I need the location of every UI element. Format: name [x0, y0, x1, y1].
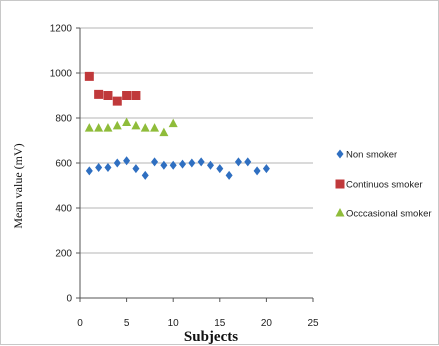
x-axis-title: Subjects [184, 329, 238, 345]
triangle-point-series2-0 [85, 123, 94, 132]
square-point-series1-0 [85, 72, 94, 81]
y-tick-label: 1200 [50, 24, 73, 35]
gridlines [80, 28, 313, 253]
legend-marker-triangle [336, 208, 345, 217]
triangle-point-series2-6 [141, 123, 150, 132]
y-tick-label: 0 [66, 294, 72, 305]
y-tick-label: 400 [55, 204, 72, 215]
diamond-point-series0-9 [170, 161, 177, 170]
diamond-point-series0-4 [123, 156, 130, 165]
triangle-point-series2-7 [150, 123, 159, 132]
diamond-point-series0-15 [226, 171, 233, 180]
y-axis-title: Mean value (mV) [11, 143, 25, 228]
triangle-point-series2-1 [94, 123, 103, 132]
y-tick-label: 800 [55, 114, 72, 125]
y-tick-labels: 0 200 400 600 800 1000 1200 [50, 24, 80, 305]
diamond-point-series0-17 [244, 157, 251, 166]
square-point-series1-3 [113, 97, 122, 106]
diamond-point-series0-11 [188, 159, 195, 168]
square-point-series1-2 [103, 91, 112, 100]
diamond-point-series0-1 [95, 163, 102, 172]
legend: Non smoker Continuos smoker Occcasional sm… [336, 150, 432, 220]
legend-marker-diamond [337, 150, 344, 159]
y-tick-label: 600 [55, 159, 72, 170]
legend-label: Non smoker [346, 150, 397, 161]
x-tick-label: 5 [124, 318, 130, 329]
y-tick-label: 1000 [50, 69, 73, 80]
data-points [85, 72, 270, 180]
triangle-point-series2-5 [131, 121, 140, 130]
diamond-point-series0-8 [160, 161, 167, 170]
diamond-point-series0-3 [114, 159, 121, 168]
diamond-point-series0-18 [254, 166, 261, 175]
diamond-point-series0-2 [104, 163, 111, 172]
triangle-point-series2-3 [113, 121, 122, 130]
diamond-point-series0-14 [216, 164, 223, 173]
diamond-point-series0-19 [263, 164, 270, 173]
triangle-point-series2-9 [169, 119, 178, 128]
diamond-point-series0-16 [235, 157, 242, 166]
legend-label: Occcasional smoker [346, 209, 432, 220]
square-point-series1-5 [131, 91, 140, 100]
diamond-point-series0-6 [142, 171, 149, 180]
x-tick-label: 25 [307, 318, 319, 329]
diamond-point-series0-0 [86, 166, 93, 175]
triangle-point-series2-4 [122, 118, 131, 127]
x-tick-label: 20 [261, 318, 273, 329]
legend-label: Continuos smoker [346, 180, 423, 191]
diamond-point-series0-13 [207, 161, 214, 170]
x-tick-label: 0 [77, 318, 83, 329]
diamond-point-series0-7 [151, 157, 158, 166]
diamond-point-series0-10 [179, 160, 186, 169]
x-tick-label: 10 [168, 318, 180, 329]
x-tick-labels: 0 5 10 15 20 25 [77, 298, 319, 329]
triangle-point-series2-2 [103, 123, 112, 132]
x-tick-label: 15 [214, 318, 226, 329]
y-tick-label: 200 [55, 249, 72, 260]
diamond-point-series0-5 [132, 164, 139, 173]
square-point-series1-4 [122, 91, 131, 100]
square-point-series1-1 [94, 90, 103, 99]
triangle-point-series2-8 [159, 128, 168, 137]
diamond-point-series0-12 [198, 157, 205, 166]
legend-marker-square [336, 180, 345, 189]
